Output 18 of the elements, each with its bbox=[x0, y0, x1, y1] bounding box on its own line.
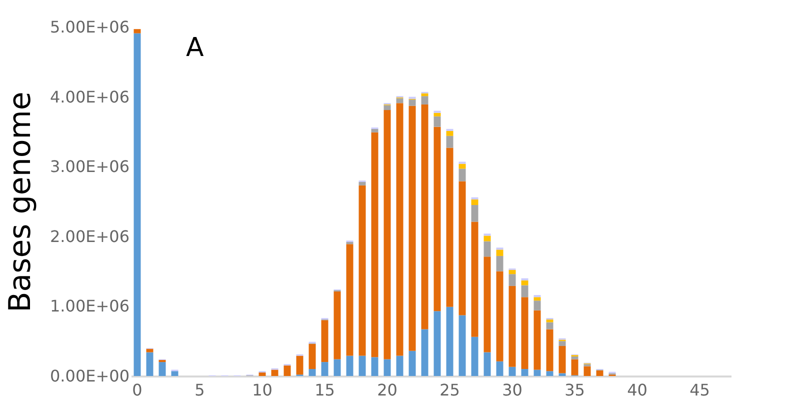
y-tick-label: 0.00E+00 bbox=[50, 366, 130, 386]
y-tick-label: 5.00E+06 bbox=[50, 18, 130, 36]
annotation: A bbox=[186, 33, 204, 63]
y-tick-label: 1.00E+06 bbox=[50, 296, 130, 316]
x-tick-label: 5 bbox=[194, 380, 205, 400]
y-tick-label: 3.00E+06 bbox=[50, 157, 130, 176]
y-tick-label: 4.00E+06 bbox=[50, 87, 130, 106]
x-tick-label: 30 bbox=[502, 380, 522, 400]
x-tick-label: 25 bbox=[440, 380, 460, 400]
x-tick-label: 45 bbox=[690, 380, 710, 400]
y-tick-label: 2.00E+06 bbox=[50, 226, 130, 246]
x-tick-label: 0 bbox=[132, 380, 142, 400]
x-tick-label: 15 bbox=[314, 380, 335, 400]
x-tick-label: 20 bbox=[377, 380, 398, 400]
x-tick-label: 40 bbox=[627, 380, 648, 400]
x-tick-label: 35 bbox=[564, 380, 585, 400]
x-tick-label: 10 bbox=[252, 380, 272, 400]
y-axis-title: Bases genome bbox=[3, 92, 38, 312]
